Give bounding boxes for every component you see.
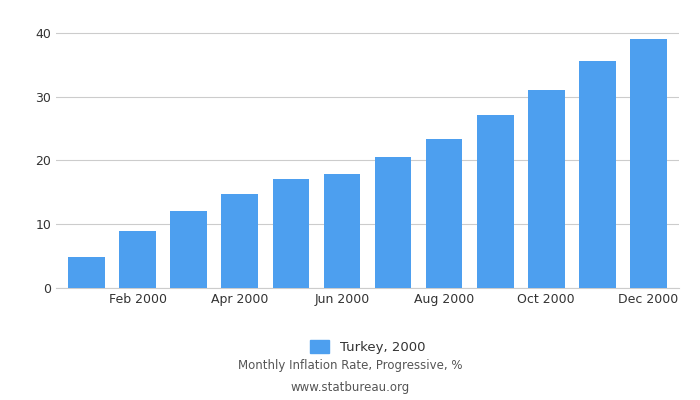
Bar [323, 174, 360, 288]
Text: www.statbureau.org: www.statbureau.org [290, 382, 410, 394]
Legend: Turkey, 2000: Turkey, 2000 [309, 340, 426, 354]
Bar [528, 90, 565, 288]
Text: Monthly Inflation Rate, Progressive, %: Monthly Inflation Rate, Progressive, % [238, 360, 462, 372]
Bar [272, 179, 309, 288]
Bar [119, 230, 156, 288]
Bar [69, 257, 105, 288]
Bar [630, 39, 666, 288]
Bar [170, 212, 207, 288]
Bar [579, 62, 616, 288]
Bar [374, 156, 412, 288]
Bar [221, 194, 258, 288]
Bar [426, 139, 463, 288]
Bar [477, 115, 514, 288]
